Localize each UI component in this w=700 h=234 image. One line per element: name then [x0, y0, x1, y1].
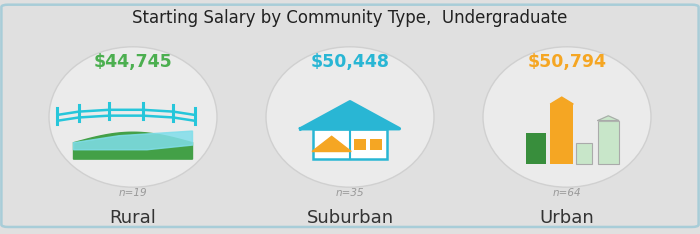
FancyBboxPatch shape [598, 121, 619, 164]
Text: Rural: Rural [110, 209, 156, 227]
FancyBboxPatch shape [550, 104, 573, 164]
Polygon shape [301, 102, 399, 129]
Polygon shape [74, 131, 193, 150]
Ellipse shape [483, 47, 651, 187]
Polygon shape [312, 136, 351, 152]
Polygon shape [74, 132, 193, 159]
FancyBboxPatch shape [1, 5, 699, 227]
Text: n=19: n=19 [119, 188, 147, 198]
FancyBboxPatch shape [354, 139, 366, 150]
FancyBboxPatch shape [526, 133, 546, 164]
FancyBboxPatch shape [370, 139, 382, 150]
Text: Urban: Urban [540, 209, 594, 227]
Text: n=64: n=64 [553, 188, 581, 198]
Text: n=35: n=35 [336, 188, 364, 198]
Text: Suburban: Suburban [307, 209, 393, 227]
Text: Starting Salary by Community Type,  Undergraduate: Starting Salary by Community Type, Under… [132, 9, 568, 27]
Text: $44,745: $44,745 [94, 53, 172, 71]
Ellipse shape [49, 47, 217, 187]
Ellipse shape [266, 47, 434, 187]
Polygon shape [598, 116, 619, 121]
Text: $50,794: $50,794 [528, 53, 606, 71]
FancyBboxPatch shape [576, 143, 592, 164]
Text: $50,448: $50,448 [311, 53, 389, 71]
FancyBboxPatch shape [314, 129, 386, 159]
Polygon shape [550, 97, 573, 104]
